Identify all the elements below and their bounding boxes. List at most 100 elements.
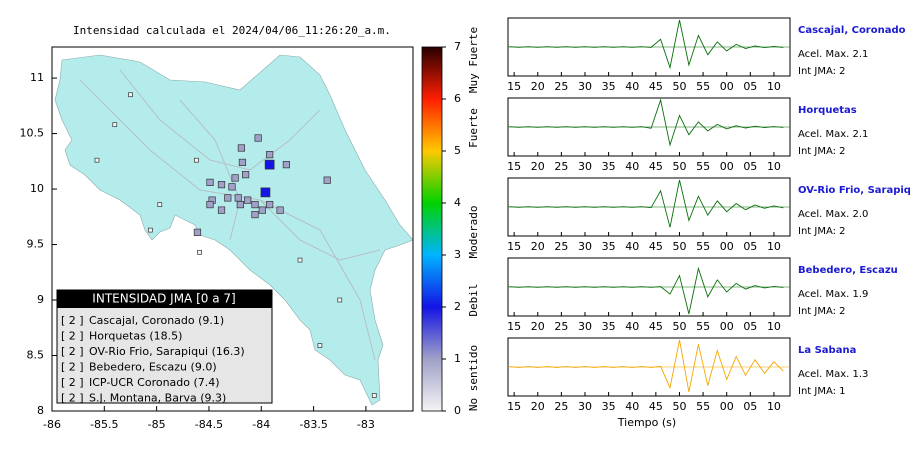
x-tick-label: 00 [720,400,734,413]
waveform [509,19,784,70]
jma-intensity: Int JMA: 2 [798,306,846,317]
station [254,134,262,142]
road [259,199,381,261]
x-tick-label: 00 [720,320,734,333]
station [264,159,275,170]
x-tick-label: 25 [554,320,568,333]
jma-intensity: Int JMA: 2 [798,66,846,77]
station [266,200,274,209]
x-tick-label: 35 [602,240,616,253]
waveform [509,98,784,147]
x-tick-label: 35 [602,80,616,93]
map-title: Intensidad calculada el 2024/04/06_11:26… [73,24,391,37]
country-shape [54,54,414,406]
x-tick-label: 30 [578,320,592,333]
accel-max: Acel. Max. 1.9 [798,289,868,300]
x-tick-label: 25 [554,160,568,173]
station [244,196,252,204]
x-tick-label: 15 [507,240,521,253]
y-tick-label: 11 [30,71,44,84]
x-tick-label: 15 [507,400,521,413]
legend-level: [ 2 ] [61,330,84,343]
station [217,206,226,214]
station [217,181,226,189]
station [237,144,245,152]
x-tick-label: 10 [767,240,781,253]
station [206,200,214,209]
x-tick-label: 20 [531,80,545,93]
x-tick-label: 55 [696,160,710,173]
station-name: Bebedero, Escazu [798,265,898,276]
x-tick-label: 10 [767,320,781,333]
station [157,202,163,207]
y-tick-label: 8 [37,404,44,417]
x-tick-label: 20 [531,160,545,173]
accel-max: Acel. Max. 2.1 [798,129,868,140]
x-tick-label: 05 [743,240,757,253]
x-tick-label: 25 [554,400,568,413]
station [238,158,247,167]
y-tick-label: 9 [37,293,44,306]
x-tick-label: -84 [252,418,270,431]
x-tick-label: 10 [767,400,781,413]
legend-level: [ 2 ] [61,345,84,358]
station [224,194,232,202]
x-tick-label: 00 [720,240,734,253]
station [266,151,274,159]
jma-intensity: Int JMA: 1 [798,386,846,397]
legend-box [56,289,273,404]
y-tick-label: 10 [30,182,44,195]
station [282,161,290,169]
road [179,99,241,241]
x-tick-label: 30 [578,160,592,173]
colorbar-tick-label: 1 [454,352,461,365]
x-tick-label: 35 [602,160,616,173]
station [258,206,266,214]
legend-label: Horquetas (18.5) [89,330,182,343]
station [323,176,331,184]
legend-label: Cascajal, Coronado (9.1) [89,314,224,327]
legend-level: [ 2 ] [61,376,84,389]
x-tick-label: 45 [649,320,663,333]
station [317,343,323,348]
x-tick-label: 50 [672,80,686,93]
land-layer [54,54,414,406]
x-tick-label: 50 [672,320,686,333]
y-tick-label: 9.5 [27,238,45,251]
legend-label: ICP-UCR Coronado (7.4) [89,376,220,389]
x-tick-label: 05 [743,160,757,173]
map-marks [94,92,377,398]
x-tick-label: 55 [696,400,710,413]
station [234,194,242,202]
x-tick-label: 20 [531,320,545,333]
legend-header [57,290,272,308]
colorbar-tick-label: 7 [454,40,461,53]
x-tick-label: 00 [720,80,734,93]
x-tick-label: 20 [531,400,545,413]
station-name: Cascajal, Coronado [798,25,906,36]
station [228,183,236,191]
accel-max: Acel. Max. 2.1 [798,49,868,60]
colorbar-category: Fuerte [467,108,480,148]
x-tick-label: 55 [696,80,710,93]
x-tick-label: 55 [696,240,710,253]
colorbar-tick-label: 2 [454,300,461,313]
station [231,174,239,182]
station [260,187,271,198]
jma-intensity: Int JMA: 2 [798,146,846,157]
colorbar-category: Muy Fuerte [467,27,480,93]
x-tick-label: 25 [554,80,568,93]
x-tick-label: 35 [602,400,616,413]
colorbar-category: Debil [467,283,480,316]
x-tick-label: 00 [720,160,734,173]
colorbar-marks: 0 1 2 3 4 5 6 7 Muy Fuerte Fuerte Moderado Debil No … [442,27,480,417]
station [297,257,303,263]
x-tick-label: 50 [672,160,686,173]
station [193,228,202,236]
x-tick-label: 40 [625,240,639,253]
station [241,171,250,179]
x-tick-label: 10 [767,160,781,173]
station [236,200,244,209]
x-tick-label: 40 [625,160,639,173]
